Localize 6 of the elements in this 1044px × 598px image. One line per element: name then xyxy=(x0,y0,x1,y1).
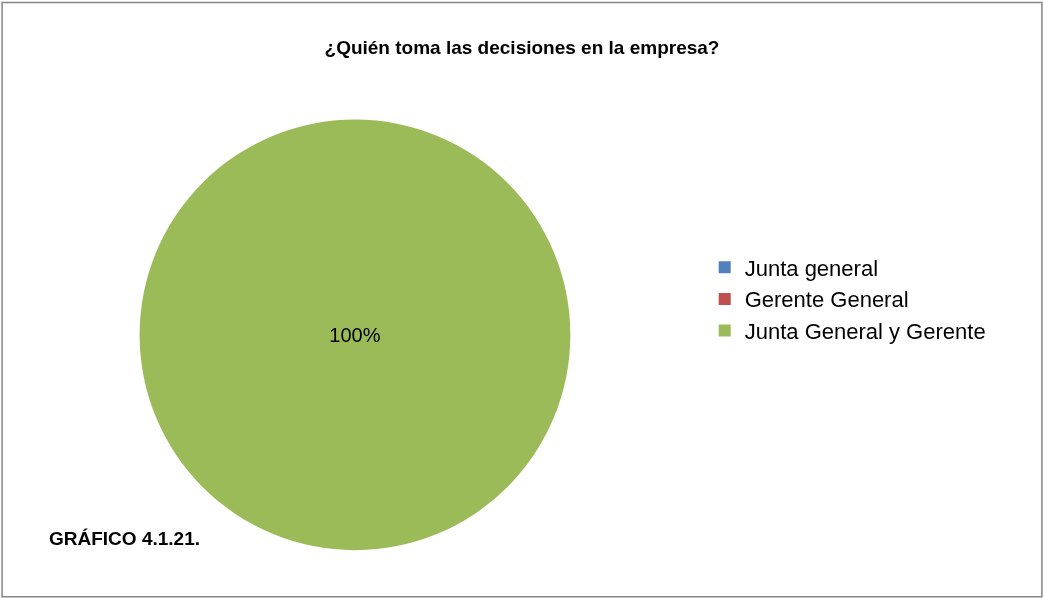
text: GRÁFICO 4.1.21. xyxy=(49,528,200,549)
legend-label: Junta General y Gerente xyxy=(744,319,986,345)
legend-label: Junta general xyxy=(744,255,879,281)
legend-label: Gerente General xyxy=(744,287,909,313)
chart-title: ¿Quién toma las decisiones en la empresa? xyxy=(324,37,720,59)
data-label: 100% xyxy=(329,323,381,346)
